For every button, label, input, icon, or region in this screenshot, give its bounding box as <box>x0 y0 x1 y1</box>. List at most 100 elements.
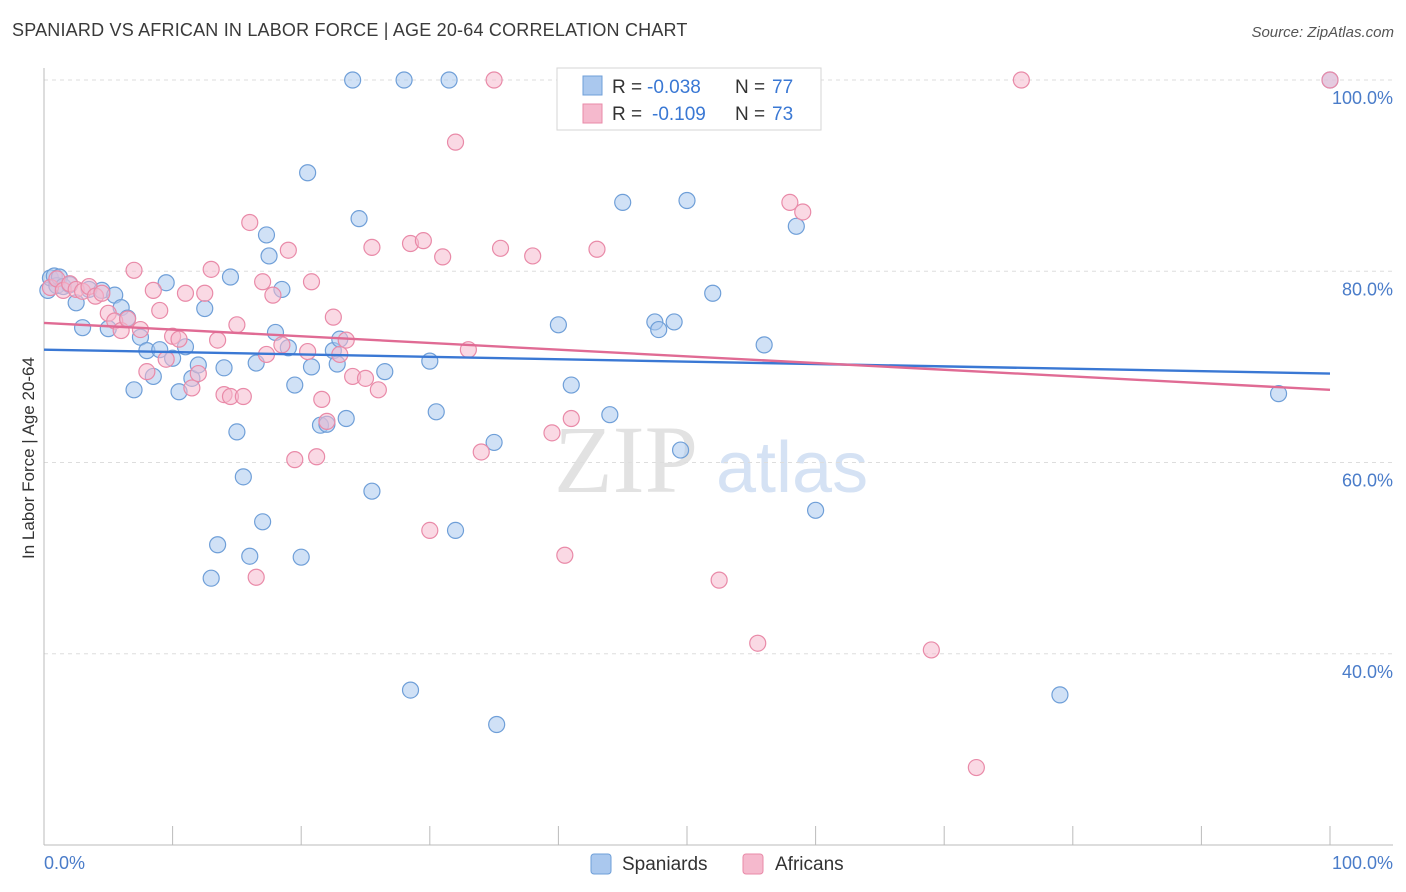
point-africans <box>228 316 246 334</box>
watermark-atlas: atlas <box>716 428 868 508</box>
y-tick-label-40: 40.0% <box>1342 662 1393 682</box>
point-africans <box>749 634 767 652</box>
point-spaniards <box>257 226 276 244</box>
point-spaniards <box>234 468 252 486</box>
point-africans <box>118 310 137 328</box>
point-spaniards <box>215 359 233 377</box>
point-spaniards <box>755 336 773 354</box>
series-legend-swatch-africans <box>742 853 764 875</box>
y-tick-label-80: 80.0% <box>1342 279 1393 299</box>
point-spaniards <box>440 71 458 89</box>
point-africans <box>308 448 326 466</box>
series-legend-label-spaniards: Spaniards <box>622 854 708 875</box>
series-legend-label-africans: Africans <box>775 854 844 875</box>
point-africans <box>588 240 606 258</box>
point-africans <box>144 281 162 299</box>
point-spaniards <box>806 501 825 519</box>
legend-r-label-africans: R = <box>612 104 642 125</box>
point-spaniards <box>401 681 420 699</box>
y-tick-label-100: 100.0% <box>1332 88 1393 108</box>
point-spaniards <box>292 548 310 566</box>
point-africans <box>247 568 265 586</box>
legend-r-label-spaniards: R = <box>612 77 642 98</box>
y-tick-labels: 40.0% 60.0% 80.0% 100.0% <box>1332 88 1393 682</box>
point-africans <box>556 546 574 564</box>
x-tick-label-max: 100.0% <box>1332 853 1393 873</box>
point-spaniards <box>427 403 445 421</box>
point-spaniards <box>549 316 568 334</box>
chart-title: SPANIARD VS AFRICAN IN LABOR FORCE | AGE… <box>12 20 688 40</box>
point-spaniards <box>650 320 668 339</box>
point-spaniards <box>787 217 805 235</box>
point-spaniards <box>241 547 259 565</box>
legend-swatch-africans <box>582 103 603 124</box>
series-legend-swatch-spaniards <box>590 853 612 875</box>
point-africans <box>254 273 272 291</box>
point-africans <box>273 336 291 354</box>
point-spaniards <box>562 376 580 394</box>
point-spaniards <box>363 482 381 500</box>
point-spaniards <box>446 521 465 539</box>
point-africans <box>543 424 561 442</box>
point-africans <box>183 379 201 397</box>
point-africans <box>157 350 175 368</box>
point-spaniards <box>254 513 272 531</box>
point-africans <box>1012 71 1030 89</box>
point-africans <box>264 286 282 304</box>
axes <box>43 68 1393 846</box>
point-spaniards <box>1269 385 1288 403</box>
point-spaniards <box>376 363 394 381</box>
point-africans <box>491 239 510 257</box>
point-spaniards <box>299 164 317 182</box>
point-africans <box>922 641 940 659</box>
legend-n-label-spaniards: N = <box>735 77 765 98</box>
point-africans <box>967 758 985 777</box>
point-africans <box>414 232 432 250</box>
point-spaniards <box>671 441 690 459</box>
point-africans <box>324 308 342 326</box>
point-spaniards <box>209 536 227 554</box>
point-spaniards <box>202 569 220 587</box>
point-spaniards <box>344 71 362 89</box>
point-spaniards <box>221 268 240 286</box>
point-africans <box>176 284 195 302</box>
trend-line-africans <box>43 321 1331 392</box>
point-spaniards <box>125 381 143 399</box>
x-tick-label-min: 0.0% <box>44 853 85 873</box>
point-africans <box>170 330 188 348</box>
point-spaniards <box>488 715 506 734</box>
point-africans <box>421 521 439 539</box>
scatter-points <box>39 71 1339 777</box>
grid-lines <box>44 79 1393 655</box>
correlation-legend: R = -0.038 N = 77 R = -0.109 N = 73 <box>556 67 822 131</box>
point-spaniards <box>1051 686 1069 704</box>
point-africans <box>299 342 317 361</box>
point-africans <box>302 273 321 291</box>
legend-r-value-spaniards: -0.038 <box>647 77 701 98</box>
point-africans <box>196 284 214 302</box>
point-africans <box>313 390 331 408</box>
point-africans <box>710 571 728 589</box>
point-africans <box>189 364 207 383</box>
legend-n-value-spaniards: 77 <box>772 77 793 98</box>
legend-n-value-africans: 73 <box>772 104 793 125</box>
point-africans <box>781 193 799 211</box>
point-spaniards <box>337 409 355 428</box>
legend-n-label-africans: N = <box>735 104 765 125</box>
point-africans <box>1321 71 1339 89</box>
point-africans <box>356 369 375 387</box>
point-spaniards <box>260 247 278 265</box>
legend-swatch-spaniards <box>582 75 603 96</box>
point-spaniards <box>395 71 413 89</box>
point-spaniards <box>678 191 696 210</box>
point-spaniards <box>228 423 246 441</box>
point-spaniards <box>601 406 619 424</box>
point-spaniards <box>485 433 503 452</box>
point-africans <box>794 203 812 221</box>
point-spaniards <box>157 274 175 292</box>
point-spaniards <box>73 319 92 337</box>
point-africans <box>369 381 387 399</box>
point-africans <box>318 412 336 430</box>
y-axis-label: In Labor Force | Age 20-64 <box>19 357 38 559</box>
